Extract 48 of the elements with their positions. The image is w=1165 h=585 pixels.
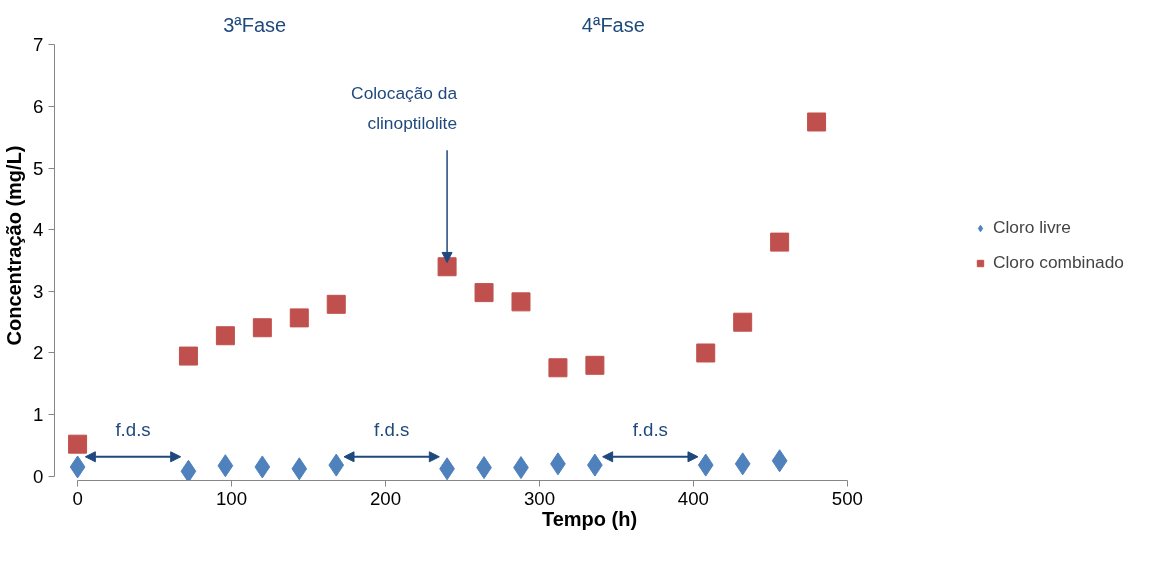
- y-axis-title: Concentração (mg/L): [3, 145, 26, 346]
- point: [291, 457, 308, 481]
- point: [326, 294, 346, 314]
- point: [771, 449, 788, 473]
- y-tick-label: 0: [33, 465, 44, 487]
- point: [68, 434, 88, 454]
- point: [585, 355, 605, 375]
- point: [474, 283, 494, 303]
- point: [215, 326, 235, 346]
- x-tick-label: 300: [523, 487, 556, 509]
- legend-label: Cloro livre: [993, 217, 1071, 238]
- point: [770, 232, 790, 252]
- y-tick-label: 1: [33, 404, 44, 426]
- point: [328, 453, 345, 477]
- annotation: Colocação da clinoptilolite: [351, 83, 458, 134]
- point: [217, 454, 234, 478]
- y-tick-label: 2: [33, 342, 44, 364]
- point: [254, 455, 271, 479]
- y-tick-label: 7: [33, 34, 44, 56]
- x-tick-label: 0: [72, 487, 83, 509]
- point: [734, 452, 751, 476]
- x-tick-label: 400: [677, 487, 709, 509]
- point: [548, 358, 568, 378]
- x-tick-label: 100: [215, 487, 248, 509]
- text: 4ªFase: [581, 14, 645, 37]
- point: [696, 343, 716, 363]
- point: [807, 112, 827, 132]
- x-tick-label: 200: [369, 487, 402, 509]
- annotation: f.d.s: [632, 418, 668, 440]
- point: [252, 318, 272, 338]
- y-tick-label: 4: [33, 219, 44, 241]
- point: [69, 455, 86, 479]
- y-tick-label: 6: [33, 96, 44, 118]
- annotation: f.d.s: [374, 418, 410, 440]
- point: [289, 308, 309, 328]
- annotation: f.d.s: [115, 418, 151, 440]
- legend-label: Cloro combinado: [993, 252, 1124, 273]
- point: [511, 292, 531, 312]
- point: [733, 312, 753, 332]
- x-axis-title: Tempo (h): [541, 507, 638, 530]
- x-tick-label: 500: [831, 487, 863, 509]
- point: [180, 459, 197, 481]
- y-tick-label: 5: [33, 157, 44, 179]
- point: [697, 453, 714, 477]
- point: [178, 346, 198, 366]
- text: 3ªFase: [223, 14, 287, 37]
- y-tick-label: 3: [33, 280, 44, 302]
- point: [437, 257, 457, 277]
